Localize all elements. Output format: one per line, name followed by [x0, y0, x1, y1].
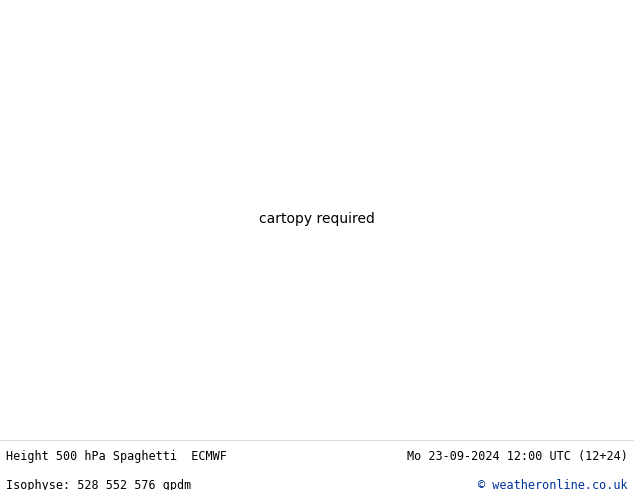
Text: Isophyse: 528 552 576 gpdm: Isophyse: 528 552 576 gpdm — [6, 479, 191, 490]
Text: © weatheronline.co.uk: © weatheronline.co.uk — [478, 479, 628, 490]
Text: cartopy required: cartopy required — [259, 212, 375, 226]
Text: Mo 23-09-2024 12:00 UTC (12+24): Mo 23-09-2024 12:00 UTC (12+24) — [407, 450, 628, 463]
Text: Height 500 hPa Spaghetti  ECMWF: Height 500 hPa Spaghetti ECMWF — [6, 450, 227, 463]
